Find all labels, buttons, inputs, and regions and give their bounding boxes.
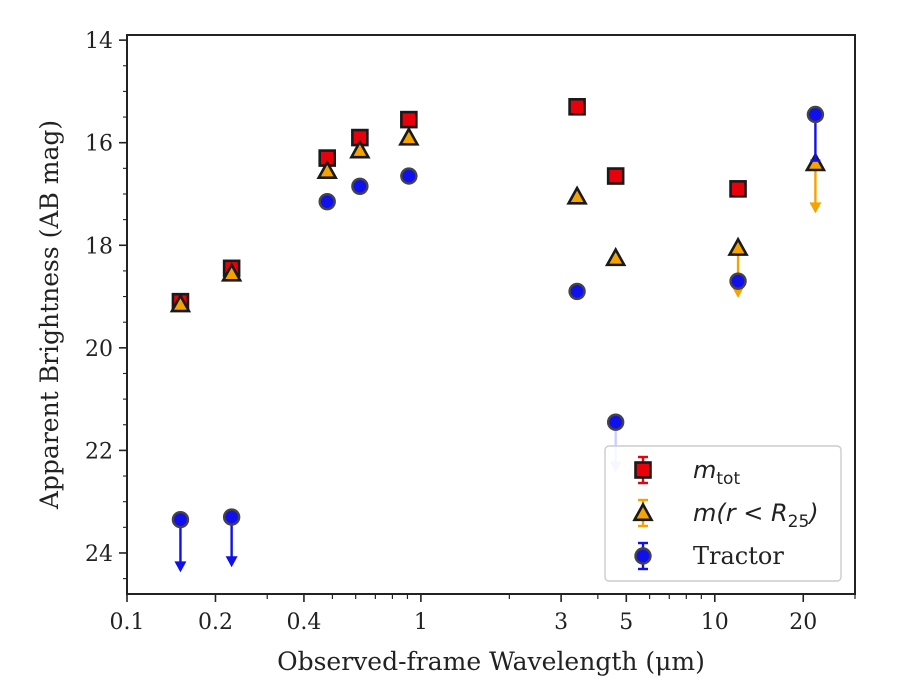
upper-limit-arrow-head — [809, 202, 822, 214]
x-tick-label: 10 — [701, 610, 729, 635]
series-square — [171, 97, 747, 311]
x-tick-label: 5 — [619, 610, 633, 635]
x-tick-label: 1 — [414, 610, 428, 635]
upper-limit-arrow-head — [225, 556, 238, 568]
legend-label: m(r < R25) — [693, 499, 819, 532]
legend: mtot m(r < R25) Tractor — [604, 445, 842, 582]
x-tick-label: 0.2 — [198, 610, 233, 635]
legend-marker-triangle — [632, 501, 654, 522]
series-circle — [171, 105, 825, 573]
y-tick-label: 18 — [85, 234, 113, 259]
x-tick-label: 3 — [554, 610, 568, 635]
data-marks — [169, 97, 827, 573]
x-axis-label: Observed-frame Wavelength (μm) — [277, 647, 705, 676]
y-tick-label: 22 — [85, 439, 113, 464]
y-tick-label: 20 — [85, 337, 113, 362]
legend-box — [604, 445, 842, 582]
x-tick-label: 20 — [789, 610, 817, 635]
legend-marker-circle — [634, 547, 652, 565]
x-tick-label: 0.4 — [286, 610, 321, 635]
upper-limit-arrow-head — [732, 286, 745, 298]
upper-limit-arrow-head — [174, 561, 187, 573]
axis-ticks: 0.1 0.2 0.4 1 3 5 10 20 14 16 18 20 22 24 — [85, 29, 856, 635]
plot-frame — [126, 34, 856, 595]
series-triangle — [169, 126, 827, 313]
legend-marker-square — [634, 461, 652, 479]
legend-label: mtot — [693, 456, 740, 489]
x-tick-label: 0.1 — [110, 610, 145, 635]
y-tick-label: 14 — [85, 29, 113, 54]
y-tick-label: 16 — [85, 132, 113, 157]
legend-label: Tractor — [693, 542, 784, 570]
y-axis-label: Apparent Brightness (AB mag) — [35, 120, 64, 510]
y-tick-label: 24 — [85, 542, 113, 567]
